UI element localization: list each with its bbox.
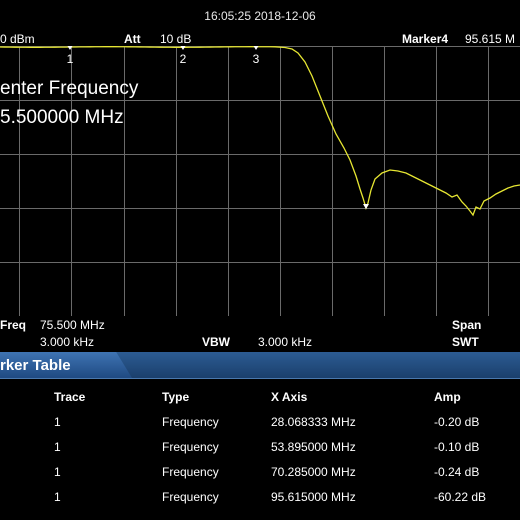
- row1-trace: 1: [54, 415, 61, 429]
- marker-label[interactable]: Marker4: [402, 32, 449, 46]
- row2-trace: 1: [54, 440, 61, 454]
- row1-type: Frequency: [162, 415, 219, 429]
- row4-trace: 1: [54, 490, 61, 504]
- row1-amp: -0.20 dB: [434, 415, 480, 429]
- col-header-trace: Trace: [54, 390, 86, 404]
- trace-line: [0, 46, 520, 217]
- spectrum-plot[interactable]: 1 2 3 enter Frequency 5.500000 MHz: [0, 46, 520, 316]
- marker-number: 3: [253, 52, 260, 66]
- row4-amp: -60.22 dB: [434, 490, 487, 504]
- center-frequency-label: enter Frequency: [0, 78, 139, 99]
- att-value: 10 dB: [160, 32, 192, 46]
- marker-4-indicator: [363, 204, 369, 209]
- att-label: Att: [124, 32, 141, 46]
- vbw-value: 3.000 kHz: [258, 335, 313, 349]
- marker-table-title: rker Table: [0, 357, 71, 374]
- vbw-label: VBW: [202, 335, 230, 349]
- spectrum-plot-svg[interactable]: 1 2 3: [0, 46, 520, 316]
- timestamp: 16:05:25 2018-12-06: [204, 9, 316, 23]
- row4-type: Frequency: [162, 490, 219, 504]
- col-header-x-axis: X Axis: [271, 390, 308, 404]
- marker-value: 95.615 M: [465, 32, 516, 46]
- marker-glyphs: 1 2 3: [67, 46, 369, 209]
- marker-table-tab[interactable]: [0, 352, 132, 378]
- row1-x-axis: 28.068333 MHz: [271, 415, 356, 429]
- row3-trace: 1: [54, 465, 61, 479]
- row3-x-axis: 70.285000 MHz: [271, 465, 356, 479]
- ref-level: 0 dBm: [0, 32, 35, 46]
- marker-number: 2: [180, 52, 187, 66]
- marker-number: 1: [67, 52, 74, 66]
- rbw-value: 3.000 kHz: [40, 335, 95, 349]
- marker-diamond: [67, 46, 73, 50]
- span-label: Span: [452, 318, 482, 332]
- marker-diamond: [253, 46, 259, 50]
- row3-type: Frequency: [162, 465, 219, 479]
- row2-type: Frequency: [162, 440, 219, 454]
- row4-x-axis: 95.615000 MHz: [271, 490, 356, 504]
- col-header-amp: Amp: [434, 390, 461, 404]
- col-header-type: Type: [162, 390, 190, 404]
- marker-diamond: [180, 46, 186, 50]
- row2-x-axis: 53.895000 MHz: [271, 440, 356, 454]
- freq-value: 75.500 MHz: [40, 318, 105, 332]
- plot-grid: [0, 46, 520, 316]
- swt-label: SWT: [452, 335, 479, 349]
- marker-table-header-bar: rker Table: [0, 352, 520, 379]
- row3-amp: -0.24 dB: [434, 465, 480, 479]
- top-status-bar: 0 dBm Att 10 dB Marker4 95.615 M: [0, 30, 520, 46]
- center-frequency-value: 5.500000 MHz: [0, 107, 124, 128]
- bottom-status-bar: Freq 75.500 MHz 3.000 kHz VBW 3.000 kHz …: [0, 316, 520, 352]
- freq-label: Freq: [0, 318, 27, 332]
- row2-amp: -0.10 dB: [434, 440, 480, 454]
